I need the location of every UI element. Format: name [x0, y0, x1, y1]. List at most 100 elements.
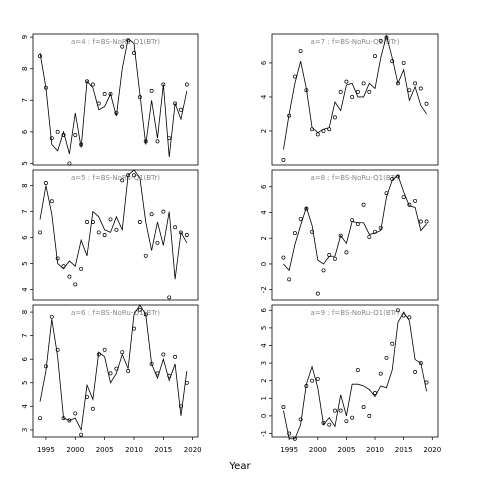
observed-point: [373, 229, 377, 234]
observed-point: [315, 376, 320, 381]
observed-point: [367, 413, 372, 418]
observed-point: [79, 266, 84, 271]
observed-point: [67, 274, 72, 279]
observed-point: [90, 82, 95, 87]
panel-frame: [32, 33, 199, 166]
observed-point: [384, 191, 389, 196]
y-tick-label: -2: [260, 286, 268, 293]
y-tick-label: 5: [260, 326, 268, 330]
observed-point: [126, 369, 131, 373]
observed-point: [298, 216, 303, 221]
observed-point: [167, 295, 172, 300]
y-tick-label: 4: [260, 343, 268, 348]
observed-point: [413, 198, 418, 203]
panel-frame: [271, 33, 439, 166]
observed-point: [344, 419, 349, 424]
observed-point: [126, 173, 131, 178]
observed-point: [287, 431, 292, 436]
x-tick-label: 2020: [184, 446, 202, 454]
observed-point: [114, 366, 119, 371]
observed-point: [49, 199, 54, 204]
y-tick-label: 0: [260, 262, 268, 266]
y-tick-label: 4: [260, 94, 268, 99]
observed-point: [321, 420, 326, 425]
observed-point: [310, 378, 315, 383]
fit-line: [283, 34, 427, 150]
observed-point: [401, 195, 406, 199]
observed-point: [108, 92, 113, 96]
panel-title: a=7 : f=BS-NoRu-Q1(BTr): [310, 38, 399, 46]
observed-point: [102, 233, 107, 237]
observed-point: [96, 352, 101, 357]
y-tick-label: 6: [260, 60, 268, 65]
observed-point: [161, 352, 166, 357]
observed-point: [61, 264, 66, 269]
observed-point: [418, 361, 423, 366]
observed-point: [179, 107, 183, 112]
observed-point: [96, 230, 101, 235]
observed-point: [327, 127, 332, 132]
observed-point: [184, 380, 189, 385]
x-tick-label: 2005: [337, 446, 355, 454]
observed-point: [424, 101, 429, 106]
observed-point: [167, 136, 172, 141]
observed-point: [378, 225, 383, 230]
observed-point: [179, 404, 183, 409]
observed-point: [67, 161, 72, 166]
observed-point: [327, 253, 332, 257]
observed-point: [310, 229, 315, 234]
y-tick-label: 2: [260, 378, 268, 382]
observed-point: [355, 368, 360, 373]
observed-point: [167, 373, 172, 378]
observed-point: [132, 50, 136, 55]
y-tick-label: 2: [260, 236, 268, 240]
observed-point: [96, 101, 101, 106]
x-tick-label: 2010: [366, 446, 384, 454]
y-tick-label: 5: [21, 381, 29, 385]
observed-point: [315, 132, 320, 137]
observed-point: [61, 416, 66, 421]
observed-point: [137, 220, 142, 224]
observed-point: [132, 173, 136, 178]
observed-point: [43, 364, 48, 369]
observed-point: [310, 127, 315, 132]
observed-point: [390, 341, 395, 346]
observed-point: [418, 219, 423, 224]
x-tick-label: 2020: [423, 446, 441, 454]
observed-point: [401, 313, 406, 318]
observed-point: [298, 417, 303, 422]
observed-point: [304, 88, 309, 93]
x-tick-label: 2000: [309, 446, 327, 454]
observed-point: [161, 82, 166, 87]
observed-point: [424, 219, 429, 224]
observed-point: [149, 361, 154, 366]
observed-point: [407, 315, 412, 320]
observed-point: [114, 110, 119, 115]
y-tick-label: 6: [21, 129, 29, 134]
observed-point: [355, 222, 360, 227]
x-tick-label: 2010: [125, 446, 143, 454]
observed-point: [361, 405, 366, 410]
observed-point: [395, 308, 400, 313]
y-tick-label: 4: [260, 210, 268, 215]
observed-point: [38, 230, 42, 235]
observed-point: [373, 54, 377, 59]
y-tick-label: -1: [260, 430, 268, 437]
observed-point: [85, 79, 89, 84]
y-tick-label: 6: [21, 356, 29, 361]
observed-point: [184, 82, 189, 87]
observed-point: [79, 142, 84, 147]
panel-title: a=9 : f=BS-NoRu-Q1(BTr): [310, 309, 399, 317]
x-tick-label: 2005: [96, 446, 114, 454]
observed-point: [333, 256, 337, 261]
x-tick-label: 1995: [280, 446, 298, 454]
y-tick-label: 3: [21, 428, 29, 432]
observed-point: [350, 94, 355, 99]
panel-title: a=8 : f=BS-NoRu-Q1(BTr): [310, 174, 399, 182]
observed-point: [321, 129, 326, 133]
panel-frame: [271, 169, 439, 301]
y-tick-label: 4: [21, 404, 29, 409]
observed-point: [407, 202, 412, 207]
observed-point: [350, 218, 355, 223]
y-tick-label: 8: [21, 183, 29, 187]
